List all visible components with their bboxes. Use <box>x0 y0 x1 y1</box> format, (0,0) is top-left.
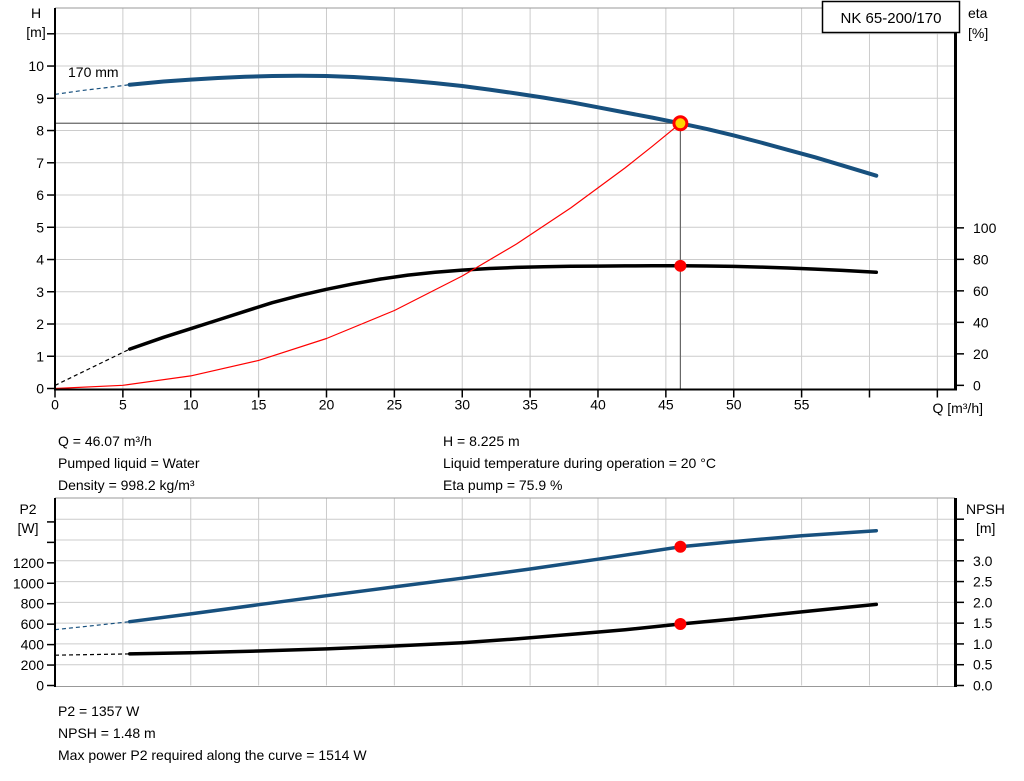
q-axis-label: Q [m³/h] <box>932 400 983 416</box>
npsh-point <box>674 617 687 630</box>
left-tick-label: 7 <box>36 155 44 171</box>
x-tick-label: 15 <box>251 397 267 413</box>
left-tick-label: 9 <box>36 90 44 106</box>
right-tick-label: 20 <box>973 346 989 362</box>
annotation-flow: Q = 46.07 m³/h <box>58 433 152 449</box>
eta-axis-unit: [%] <box>968 25 988 41</box>
p2-axis-label: P2 <box>19 501 36 517</box>
x-tick-label: 55 <box>794 397 810 413</box>
impeller-diameter-label: 170 mm <box>68 64 119 80</box>
left-tick-label: 1200 <box>13 555 44 571</box>
right-tick-label: 0.5 <box>973 657 993 673</box>
h-axis-label: H <box>31 5 41 21</box>
x-tick-label: 45 <box>658 397 674 413</box>
right-tick-label: 2.5 <box>973 574 993 590</box>
left-tick-label: 0 <box>36 381 44 397</box>
eta-axis-label: eta <box>968 5 988 21</box>
system-curve <box>54 122 681 390</box>
left-tick-label: 400 <box>21 637 45 653</box>
left-tick-label: 6 <box>36 187 44 203</box>
pump-model-box: NK 65-200/170 <box>821 0 961 34</box>
right-tick-label: 1.5 <box>973 615 993 631</box>
annotation-density: Density = 998.2 kg/m³ <box>58 477 195 493</box>
annotation-head: H = 8.225 m <box>443 433 520 449</box>
x-tick-label: 35 <box>522 397 538 413</box>
left-tick-label: 10 <box>28 58 44 74</box>
annotation-npsh: NPSH = 1.48 m <box>58 725 156 741</box>
power-npsh-chart: 0 200 400 600 800 1000 1200 0.0 0.5 1.0 1.5 2.0 2.5 3… <box>13 497 993 694</box>
p2-power-curve-dashed-lead <box>54 621 130 631</box>
pump-head-curve-dashed-lead <box>54 84 130 95</box>
left-tick-label: 8 <box>36 123 44 139</box>
duty-point[interactable] <box>672 115 689 132</box>
left-tick-label: 2 <box>36 316 44 332</box>
left-tick-label: 200 <box>21 657 45 673</box>
x-tick-label: 0 <box>51 397 59 413</box>
pump-model-title: NK 65-200/170 <box>841 10 942 27</box>
x-tick-label: 10 <box>183 397 199 413</box>
p2-power-curve <box>127 528 879 624</box>
left-tick-label: 3 <box>36 284 44 300</box>
right-tick-label: 3.0 <box>973 553 993 569</box>
eta-point <box>674 259 687 272</box>
h-axis-unit: [m] <box>26 24 45 40</box>
p2-axis-unit: [W] <box>18 520 39 536</box>
x-tick-label: 50 <box>726 397 742 413</box>
pump-model-box-frame <box>821 0 961 34</box>
x-tick-label: 30 <box>454 397 470 413</box>
p2-point <box>674 540 687 553</box>
right-tick-label: 100 <box>973 220 997 236</box>
efficiency-curve <box>127 264 879 351</box>
npsh-curve-dashed-lead <box>54 653 130 656</box>
right-tick-label: 80 <box>973 251 989 267</box>
annotation-temperature: Liquid temperature during operation = 20… <box>443 455 716 471</box>
x-tick-label: 25 <box>387 397 403 413</box>
left-tick-label: 1 <box>36 348 44 364</box>
left-tick-label: 4 <box>36 252 44 268</box>
right-tick-label: 1.0 <box>973 636 993 652</box>
right-tick-label: 40 <box>973 314 989 330</box>
right-tick-label: 0.0 <box>973 678 993 694</box>
right-tick-label: 2.0 <box>973 594 993 610</box>
npsh-axis-unit: [m] <box>976 520 995 536</box>
right-tick-label: 0 <box>973 377 981 393</box>
left-tick-label: 1000 <box>13 575 44 591</box>
right-tick-label: 60 <box>973 283 989 299</box>
x-tick-label: 20 <box>319 397 335 413</box>
annotation-liquid: Pumped liquid = Water <box>58 455 200 471</box>
left-tick-label: 5 <box>36 219 44 235</box>
left-tick-label: 0 <box>36 678 44 694</box>
left-tick-label: 800 <box>21 596 45 612</box>
efficiency-curve-dashed-lead <box>54 348 130 386</box>
left-tick-label: 600 <box>21 616 45 632</box>
npsh-axis-label: NPSH <box>966 501 1005 517</box>
annotation-max-power: Max power P2 required along the curve = … <box>58 747 367 763</box>
x-tick-label: 40 <box>590 397 606 413</box>
annotation-p2: P2 = 1357 W <box>58 703 140 719</box>
x-tick-label: 5 <box>119 397 127 413</box>
annotation-eta: Eta pump = 75.9 % <box>443 477 562 493</box>
npsh-curve <box>127 602 879 656</box>
pump-head-curve <box>127 73 879 178</box>
